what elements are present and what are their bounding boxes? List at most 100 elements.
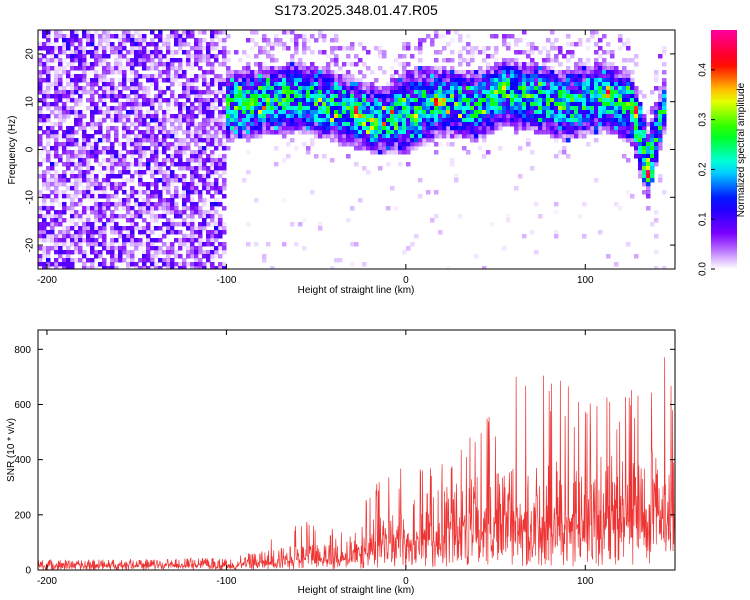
heatmap-cell <box>50 202 55 207</box>
heatmap-cell <box>466 90 471 95</box>
heatmap-cell <box>330 266 335 269</box>
heatmap-cell <box>378 146 383 151</box>
heatmap-cell <box>570 42 575 47</box>
heatmap-cell <box>194 266 199 269</box>
heatmap-cell <box>46 130 51 135</box>
heatmap-cell <box>422 130 427 135</box>
heatmap-cell <box>46 134 51 139</box>
heatmap-cell <box>618 38 623 43</box>
heatmap-cell <box>126 198 131 203</box>
heatmap-cell <box>150 250 155 255</box>
heatmap-cell <box>442 106 447 111</box>
heatmap-cell <box>142 162 147 167</box>
heatmap-cell <box>178 214 183 219</box>
heatmap-cell <box>218 182 223 187</box>
heatmap-cell <box>170 90 175 95</box>
heatmap-cell <box>294 62 299 67</box>
heatmap-cell <box>146 130 151 135</box>
heatmap-cell <box>262 90 267 95</box>
heatmap-cell <box>646 142 651 147</box>
heatmap-cell <box>150 66 155 71</box>
heatmap-cell <box>642 122 647 127</box>
heatmap-cell <box>54 30 59 35</box>
heatmap-cell <box>542 66 547 71</box>
heatmap-cell <box>642 182 647 187</box>
heatmap-cell <box>138 130 143 135</box>
heatmap-cell <box>614 102 619 107</box>
heatmap-cell <box>578 126 583 131</box>
heatmap-cell <box>330 38 335 43</box>
heatmap-cell <box>634 146 639 151</box>
heatmap-cell <box>642 174 647 179</box>
heatmap-cell <box>646 134 651 139</box>
heatmap-cell <box>98 118 103 123</box>
heatmap-cell <box>558 82 563 87</box>
heatmap-cell <box>458 70 463 75</box>
heatmap-cell <box>402 70 407 75</box>
heatmap-cell <box>214 170 219 175</box>
heatmap-cell <box>294 110 299 115</box>
heatmap-cell <box>198 38 203 43</box>
heatmap-cell <box>174 30 179 35</box>
heatmap-cell <box>206 182 211 187</box>
heatmap-cell <box>642 154 647 159</box>
heatmap-cell <box>390 130 395 135</box>
heatmap-cell <box>90 142 95 147</box>
heatmap-cell <box>450 58 455 63</box>
heatmap-cell <box>146 102 151 107</box>
heatmap-cell <box>146 106 151 111</box>
heatmap-cell <box>366 130 371 135</box>
heatmap-cell <box>310 130 315 135</box>
heatmap-cell <box>122 250 127 255</box>
heatmap-cell <box>138 94 143 99</box>
heatmap-cell <box>506 46 511 51</box>
heatmap-cell <box>274 162 279 167</box>
heatmap-cell <box>650 126 655 131</box>
heatmap-cell <box>142 210 147 215</box>
heatmap-cell <box>138 74 143 79</box>
heatmap-cell <box>222 110 227 115</box>
heatmap-cell <box>250 130 255 135</box>
heatmap-cell <box>602 114 607 119</box>
heatmap-cell <box>414 102 419 107</box>
heatmap-cell <box>190 66 195 71</box>
heatmap-cell <box>158 178 163 183</box>
heatmap-cell <box>378 94 383 99</box>
heatmap-cell <box>130 234 135 239</box>
heatmap-cell <box>38 114 43 119</box>
heatmap-cell <box>586 110 591 115</box>
heatmap-cell <box>454 70 459 75</box>
heatmap-cell <box>446 142 451 147</box>
heatmap-cell <box>298 34 303 39</box>
heatmap-cell <box>150 110 155 115</box>
heatmap-cell <box>106 138 111 143</box>
heatmap-cell <box>50 66 55 71</box>
heatmap-cell <box>82 162 87 167</box>
heatmap-cell <box>486 78 491 83</box>
heatmap-cell <box>626 106 631 111</box>
heatmap-cell <box>638 142 643 147</box>
heatmap-cell <box>610 114 615 119</box>
heatmap-cell <box>98 46 103 51</box>
heatmap-cell <box>314 90 319 95</box>
heatmap-cell <box>38 210 43 215</box>
heatmap-cell <box>138 202 143 207</box>
heatmap-cell <box>598 90 603 95</box>
heatmap-cell <box>386 122 391 127</box>
heatmap-cell <box>294 106 299 111</box>
heatmap-cell <box>574 126 579 131</box>
heatmap-cell <box>206 106 211 111</box>
heatmap-cell <box>326 82 331 87</box>
heatmap-cell <box>258 118 263 123</box>
heatmap-cell <box>410 94 415 99</box>
heatmap-cell <box>174 162 179 167</box>
heatmap-cell <box>42 146 47 151</box>
heatmap-cell <box>418 110 423 115</box>
heatmap-cell <box>562 134 567 139</box>
heatmap-cell <box>90 54 95 59</box>
heatmap-cell <box>446 58 451 63</box>
heatmap-cell <box>218 82 223 87</box>
heatmap-cell <box>114 226 119 231</box>
heatmap-cell <box>62 58 67 63</box>
heatmap-cell <box>198 122 203 127</box>
